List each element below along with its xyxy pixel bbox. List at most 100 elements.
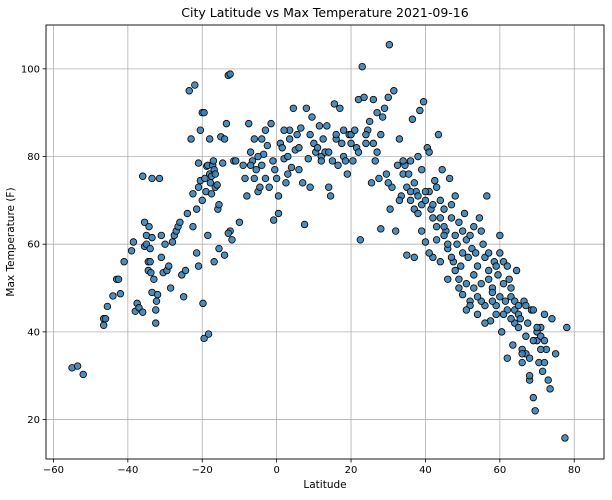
data-point xyxy=(369,95,378,104)
data-point xyxy=(114,275,123,283)
data-point xyxy=(293,130,301,139)
y-axis-ticks: 20 40 60 80 100 xyxy=(21,64,46,426)
data-point xyxy=(367,179,376,187)
data-point xyxy=(410,253,418,262)
data-point xyxy=(250,174,259,183)
data-point xyxy=(518,350,526,358)
data-point xyxy=(440,205,448,213)
data-point xyxy=(278,144,286,152)
x-tick-label: 60 xyxy=(493,465,506,476)
data-point xyxy=(358,62,366,71)
data-point xyxy=(317,157,325,165)
data-point xyxy=(434,130,443,139)
data-point xyxy=(339,126,348,134)
data-point xyxy=(187,135,195,143)
data-point xyxy=(334,161,342,169)
data-point xyxy=(429,214,437,222)
data-point xyxy=(146,258,154,266)
data-point xyxy=(228,236,236,244)
data-point xyxy=(199,299,207,308)
data-point xyxy=(179,293,188,301)
data-point xyxy=(222,119,231,128)
data-point xyxy=(192,205,201,213)
data-point xyxy=(457,262,465,270)
data-point xyxy=(265,183,273,191)
data-point xyxy=(302,104,311,112)
data-point xyxy=(499,310,508,319)
data-point xyxy=(405,170,413,178)
data-point xyxy=(362,130,370,139)
data-point xyxy=(347,139,355,148)
data-point xyxy=(477,227,485,235)
data-point xyxy=(529,393,538,402)
data-point xyxy=(274,209,283,218)
data-point xyxy=(152,297,161,305)
data-point xyxy=(512,266,521,275)
data-point xyxy=(525,354,534,362)
data-point xyxy=(306,130,314,139)
data-point xyxy=(319,135,327,143)
data-point xyxy=(537,345,545,354)
data-point xyxy=(440,222,448,231)
data-point xyxy=(455,275,463,283)
data-point xyxy=(419,98,428,106)
data-point xyxy=(484,266,493,275)
data-point xyxy=(563,323,571,332)
data-point xyxy=(473,310,482,319)
data-point xyxy=(432,236,441,244)
data-point xyxy=(533,323,541,332)
data-point xyxy=(561,434,569,442)
data-point xyxy=(338,139,346,148)
y-tick-label: 100 xyxy=(21,64,40,75)
data-point xyxy=(447,253,456,262)
data-point xyxy=(481,319,489,327)
data-point xyxy=(254,152,262,161)
data-point xyxy=(220,135,229,143)
data-point xyxy=(371,157,379,165)
x-axis-ticks: −60 −40 −20 0 20 40 60 80 xyxy=(43,459,581,476)
x-tick-label: 40 xyxy=(419,465,432,476)
x-tick-label: −60 xyxy=(43,465,64,476)
y-axis-label: Max Temperature (F) xyxy=(5,187,17,296)
data-point xyxy=(194,183,203,191)
data-point xyxy=(330,100,338,108)
data-point xyxy=(451,266,459,275)
data-point xyxy=(458,227,467,235)
data-point xyxy=(488,297,497,305)
data-point xyxy=(315,122,324,130)
data-point xyxy=(458,249,467,257)
data-point xyxy=(499,279,508,288)
data-point xyxy=(406,157,415,165)
data-point xyxy=(384,179,392,187)
x-tick-label: −40 xyxy=(117,465,138,476)
data-point xyxy=(380,104,389,112)
data-point xyxy=(261,126,270,134)
data-point xyxy=(438,165,446,174)
data-point xyxy=(473,293,482,301)
data-point xyxy=(284,152,292,161)
data-point xyxy=(395,196,404,205)
data-point xyxy=(470,284,478,292)
data-point xyxy=(529,336,538,345)
data-point xyxy=(226,70,234,78)
data-point xyxy=(492,262,500,270)
data-point xyxy=(444,275,452,283)
x-axis-label: Latitude xyxy=(303,479,346,491)
data-point xyxy=(218,159,227,167)
data-point xyxy=(377,130,385,139)
y-tick-label: 60 xyxy=(27,240,40,251)
data-point xyxy=(209,157,218,165)
data-point xyxy=(153,290,162,299)
data-point xyxy=(263,141,272,150)
data-point xyxy=(198,196,206,205)
data-point xyxy=(466,231,474,240)
data-point xyxy=(447,214,456,222)
data-point xyxy=(204,330,213,338)
data-point xyxy=(507,284,515,292)
data-point xyxy=(384,93,392,102)
x-tick-label: 80 xyxy=(568,465,581,476)
data-point xyxy=(73,362,82,370)
data-point xyxy=(471,249,480,257)
data-point xyxy=(483,192,491,200)
